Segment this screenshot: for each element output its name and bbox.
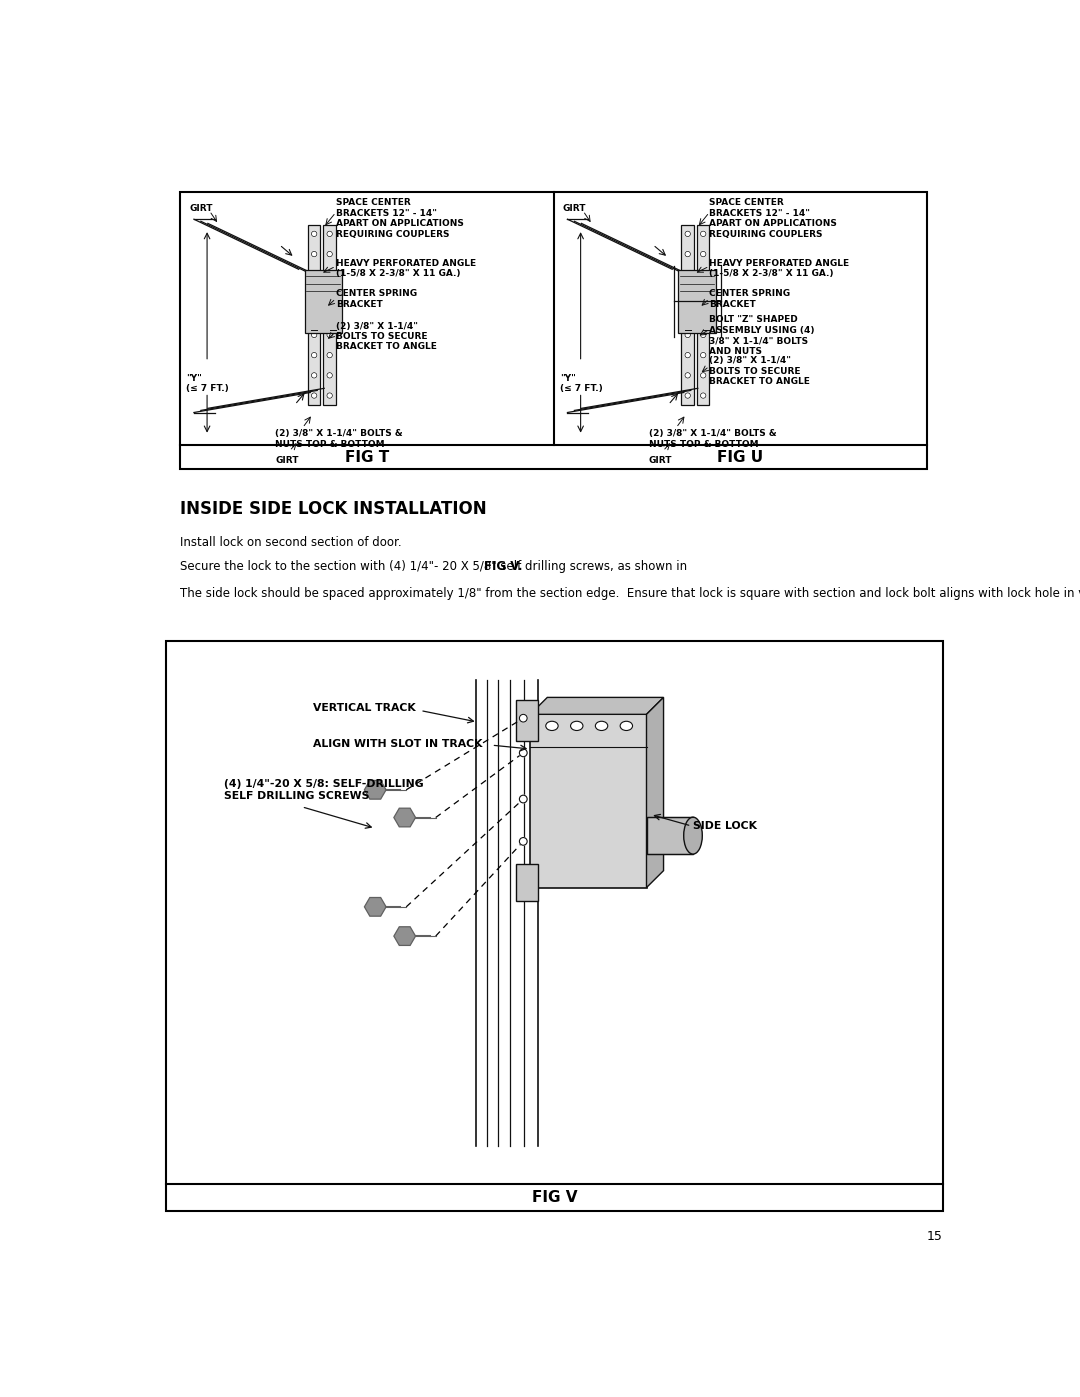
Ellipse shape <box>684 817 702 854</box>
Ellipse shape <box>595 721 608 731</box>
Circle shape <box>311 352 316 358</box>
Text: GIRT: GIRT <box>649 455 673 465</box>
Text: (2) 3/8" X 1-1/4"
BOLTS TO SECURE
BRACKET TO ANGLE: (2) 3/8" X 1-1/4" BOLTS TO SECURE BRACKE… <box>710 356 810 386</box>
Circle shape <box>327 393 333 398</box>
Text: (4) 1/4"-20 X 5/8: SELF-DRILLING
SELF DRILLING SCREWS: (4) 1/4"-20 X 5/8: SELF-DRILLING SELF DR… <box>225 780 423 800</box>
Bar <box>516 865 538 901</box>
Text: CENTER SPRING
BRACKET: CENTER SPRING BRACKET <box>710 289 791 309</box>
Bar <box>305 270 342 332</box>
Circle shape <box>311 231 316 236</box>
Text: The side lock should be spaced approximately 1/8" from the section edge.  Ensure: The side lock should be spaced approxima… <box>180 587 1080 601</box>
Circle shape <box>701 251 706 257</box>
Circle shape <box>519 795 527 803</box>
Bar <box>530 714 647 887</box>
Text: HEAVY PERFORATED ANGLE
(1-5/8 X 2-3/8" X 11 GA.): HEAVY PERFORATED ANGLE (1-5/8 X 2-3/8" X… <box>336 258 476 278</box>
Circle shape <box>685 393 690 398</box>
Text: Install lock on second section of door.: Install lock on second section of door. <box>180 535 402 549</box>
Circle shape <box>327 352 333 358</box>
Polygon shape <box>364 897 387 916</box>
Text: GIRT: GIRT <box>275 455 299 465</box>
Circle shape <box>327 332 333 338</box>
Circle shape <box>311 292 316 298</box>
Circle shape <box>685 251 690 257</box>
Bar <box>516 700 538 742</box>
Circle shape <box>685 352 690 358</box>
Text: ALIGN WITH SLOT IN TRACK: ALIGN WITH SLOT IN TRACK <box>313 739 483 749</box>
Bar <box>647 817 693 854</box>
Circle shape <box>327 231 333 236</box>
Circle shape <box>311 251 316 257</box>
Circle shape <box>701 231 706 236</box>
Text: SPACE CENTER
BRACKETS 12" - 14"
APART ON APPLICATIONS
REQUIRING COUPLERS: SPACE CENTER BRACKETS 12" - 14" APART ON… <box>710 198 837 239</box>
Text: "Y"
(≤ 7 FT.): "Y" (≤ 7 FT.) <box>186 374 229 394</box>
Ellipse shape <box>545 721 558 731</box>
Text: CENTER SPRING
BRACKET: CENTER SPRING BRACKET <box>336 289 417 309</box>
Circle shape <box>701 352 706 358</box>
Circle shape <box>701 312 706 317</box>
Polygon shape <box>364 781 387 799</box>
Circle shape <box>685 312 690 317</box>
Text: (2) 3/8" X 1-1/4"
BOLTS TO SECURE
BRACKET TO ANGLE: (2) 3/8" X 1-1/4" BOLTS TO SECURE BRACKE… <box>336 321 436 352</box>
Text: HEAVY PERFORATED ANGLE
(1-5/8 X 2-3/8" X 11 GA.): HEAVY PERFORATED ANGLE (1-5/8 X 2-3/8" X… <box>710 258 850 278</box>
Circle shape <box>311 373 316 379</box>
Text: SPACE CENTER
BRACKETS 12" - 14"
APART ON APPLICATIONS
REQUIRING COUPLERS: SPACE CENTER BRACKETS 12" - 14" APART ON… <box>336 198 463 239</box>
Circle shape <box>311 393 316 398</box>
Circle shape <box>519 714 527 722</box>
Text: FIG U: FIG U <box>717 450 764 465</box>
Polygon shape <box>394 809 416 827</box>
Bar <box>308 225 321 405</box>
Circle shape <box>685 292 690 298</box>
Text: VERTICAL TRACK: VERTICAL TRACK <box>313 703 416 714</box>
Ellipse shape <box>620 721 633 731</box>
Circle shape <box>519 749 527 757</box>
Text: FIG V: FIG V <box>531 1190 577 1206</box>
Circle shape <box>327 373 333 379</box>
Text: GIRT: GIRT <box>189 204 213 212</box>
Text: INSIDE SIDE LOCK INSTALLATION: INSIDE SIDE LOCK INSTALLATION <box>180 500 487 518</box>
Circle shape <box>685 271 690 277</box>
Bar <box>166 641 943 1211</box>
Bar <box>681 225 693 405</box>
Circle shape <box>327 292 333 298</box>
Circle shape <box>327 312 333 317</box>
Circle shape <box>701 393 706 398</box>
Circle shape <box>685 373 690 379</box>
Text: FIG V.: FIG V. <box>484 560 523 573</box>
Text: 15: 15 <box>927 1229 943 1243</box>
Circle shape <box>327 251 333 257</box>
Circle shape <box>685 231 690 236</box>
Ellipse shape <box>570 721 583 731</box>
Text: (2) 3/8" X 1-1/4" BOLTS &
NUTS TOP & BOTTOM: (2) 3/8" X 1-1/4" BOLTS & NUTS TOP & BOT… <box>275 429 403 448</box>
Text: (2) 3/8" X 1-1/4" BOLTS &
NUTS TOP & BOTTOM: (2) 3/8" X 1-1/4" BOLTS & NUTS TOP & BOT… <box>649 429 777 448</box>
Bar <box>697 225 710 405</box>
Polygon shape <box>647 697 663 887</box>
Circle shape <box>327 271 333 277</box>
Circle shape <box>701 373 706 379</box>
Text: BOLT "Z" SHAPED
ASSEMBLY USING (4)
3/8" X 1-1/4" BOLTS
AND NUTS: BOLT "Z" SHAPED ASSEMBLY USING (4) 3/8" … <box>710 316 815 356</box>
Bar <box>323 225 336 405</box>
Circle shape <box>311 271 316 277</box>
Circle shape <box>701 292 706 298</box>
Text: FIG T: FIG T <box>345 450 389 465</box>
Bar <box>180 193 927 469</box>
Polygon shape <box>530 697 663 714</box>
Circle shape <box>311 332 316 338</box>
Text: GIRT: GIRT <box>563 204 586 212</box>
Circle shape <box>519 838 527 845</box>
Text: SIDE LOCK: SIDE LOCK <box>693 821 757 831</box>
Text: "Y"
(≤ 7 FT.): "Y" (≤ 7 FT.) <box>559 374 603 394</box>
Circle shape <box>311 312 316 317</box>
Text: Secure the lock to the section with (4) 1/4"- 20 X 5/8" self drilling screws, as: Secure the lock to the section with (4) … <box>180 560 691 573</box>
Polygon shape <box>394 926 416 946</box>
Circle shape <box>685 332 690 338</box>
Circle shape <box>701 332 706 338</box>
Circle shape <box>701 271 706 277</box>
Bar <box>678 270 716 332</box>
